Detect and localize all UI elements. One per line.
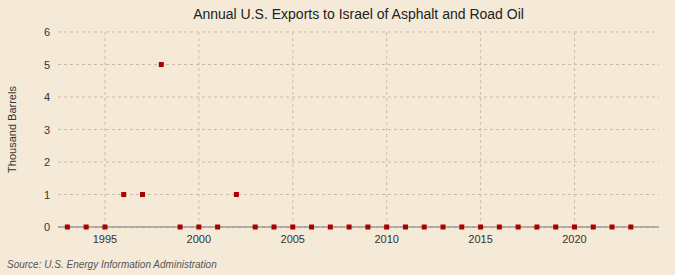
point (497, 225, 502, 230)
y-grid-line (58, 194, 659, 195)
point (403, 225, 408, 230)
x-tick-label: 2020 (562, 233, 586, 245)
x-tick-label: 2010 (374, 233, 398, 245)
chart-svg: 1995 2000 2005 2010 2015 2020 0 1 2 3 4 5 6 Annual U.… (0, 0, 675, 275)
point (365, 225, 370, 230)
y-grid-line (58, 129, 659, 130)
x-grid-line (480, 32, 481, 227)
y-grid-line (58, 64, 659, 65)
point (347, 225, 352, 230)
x-grid-line (574, 32, 575, 227)
point (309, 225, 314, 230)
y-tick-label: 2 (44, 156, 50, 168)
point (253, 225, 258, 230)
point (65, 225, 70, 230)
x-grid-line (198, 32, 199, 227)
point (516, 225, 521, 230)
point (628, 225, 633, 230)
y-tick-labels: 0 1 2 3 4 5 6 (44, 26, 50, 233)
y-tick-label: 5 (44, 59, 50, 71)
y-tick-label: 6 (44, 26, 50, 38)
x-axis-line (58, 227, 659, 228)
y-tick-label: 0 (44, 221, 50, 233)
point (159, 62, 164, 67)
source-note: Source: U.S. Energy Information Administ… (7, 259, 217, 270)
point (591, 225, 596, 230)
point (553, 225, 558, 230)
x-tick-label: 2000 (187, 233, 211, 245)
point (478, 225, 483, 230)
grid (58, 32, 659, 227)
point (422, 225, 427, 230)
y-grid-line (58, 32, 659, 33)
x-grid-line (386, 32, 387, 227)
y-tick-label: 1 (44, 189, 50, 201)
y-tick-label: 4 (44, 91, 50, 103)
point (290, 225, 295, 230)
x-grid-line (104, 32, 105, 227)
point (102, 225, 107, 230)
x-tick-label: 2015 (468, 233, 492, 245)
x-tick-labels: 1995 2000 2005 2010 2015 2020 (93, 233, 587, 245)
y-grid-line (58, 162, 659, 163)
y-tick-label: 3 (44, 124, 50, 136)
chart-container: 1995 2000 2005 2010 2015 2020 0 1 2 3 4 5 6 Annual U.… (0, 0, 675, 275)
point (441, 225, 446, 230)
point (534, 225, 539, 230)
point (459, 225, 464, 230)
point (610, 225, 615, 230)
point (271, 225, 276, 230)
point (178, 225, 183, 230)
point (121, 192, 126, 197)
point (215, 225, 220, 230)
point (572, 225, 577, 230)
point (328, 225, 333, 230)
point (196, 225, 201, 230)
y-grid-line (58, 97, 659, 98)
x-grid-line (292, 32, 293, 227)
x-tick-label: 1995 (93, 233, 117, 245)
point (234, 192, 239, 197)
point (140, 192, 145, 197)
point (384, 225, 389, 230)
x-tick-label: 2005 (281, 233, 305, 245)
y-axis-label: Thousand Barrels (6, 86, 18, 173)
y-grid-line (58, 227, 659, 228)
points (65, 62, 633, 230)
title: Annual U.S. Exports to Israel of Asphalt… (193, 6, 524, 22)
point (84, 225, 89, 230)
